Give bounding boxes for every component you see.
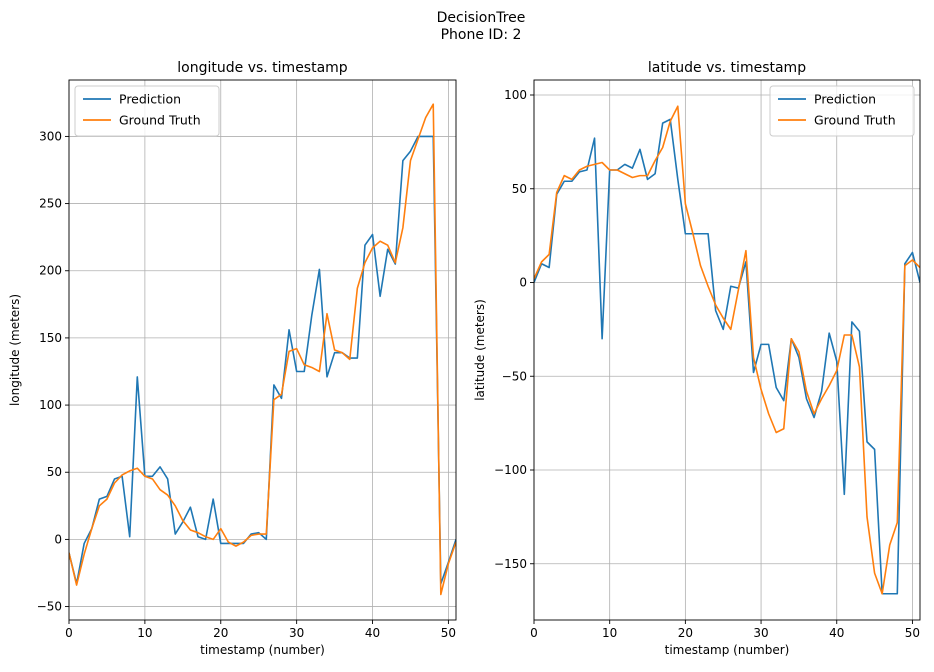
x-tick-label: 30 <box>753 626 768 640</box>
latitude-chart: 0 10 20 30 40 50 −150 −100 −50 0 50 100 latitude vs.… <box>473 60 921 657</box>
plot-frame <box>68 79 457 621</box>
x-tick-label: 40 <box>829 626 844 640</box>
x-tick-label: 20 <box>213 626 228 640</box>
y-axis-label: latitude (meters) <box>473 299 487 401</box>
figure-suptitle-line2: Phone ID: 2 <box>441 27 522 43</box>
legend-label: Prediction <box>814 92 876 107</box>
x-axis-label: timestamp (number) <box>200 643 325 657</box>
legend: Prediction Ground Truth <box>74 85 220 137</box>
chart-title: longitude vs. timestamp <box>177 60 348 76</box>
x-tick-label: 30 <box>289 626 304 640</box>
y-tick-label: 150 <box>39 331 62 345</box>
plot-frame <box>533 79 921 621</box>
x-tick-label: 40 <box>365 626 380 640</box>
longitude-chart: 0 10 20 30 40 50−50050100150200250300longitud… <box>8 60 457 657</box>
y-tick-label: 50 <box>512 182 527 196</box>
y-tick-label: −50 <box>502 369 527 383</box>
y-tick-label: 250 <box>39 197 62 211</box>
legend-label: Prediction <box>119 92 181 107</box>
y-axis-label: longitude (meters) <box>8 294 22 406</box>
y-tick-label: 0 <box>519 276 527 290</box>
series-line-ground-truth <box>69 103 456 596</box>
figure-suptitle-line1: DecisionTree <box>437 10 526 26</box>
y-tick-label: 200 <box>39 264 62 278</box>
legend: Prediction Ground Truth <box>769 85 915 137</box>
y-tick-label: 0 <box>54 532 62 546</box>
y-tick-label: −150 <box>494 557 527 571</box>
y-tick-label: −50 <box>37 600 62 614</box>
x-tick-label: 50 <box>905 626 920 640</box>
x-tick-label: 10 <box>137 626 152 640</box>
x-tick-label: 20 <box>678 626 693 640</box>
x-tick-label: 0 <box>530 626 538 640</box>
x-tick-label: 0 <box>65 626 73 640</box>
series-line-prediction <box>534 118 920 595</box>
y-tick-label: 100 <box>39 398 62 412</box>
legend-label: Ground Truth <box>119 113 201 128</box>
x-tick-label: 10 <box>602 626 617 640</box>
series-line-ground-truth <box>534 105 920 595</box>
y-tick-label: 300 <box>39 129 62 143</box>
series-line-prediction <box>69 135 456 585</box>
y-tick-label: 50 <box>47 465 62 479</box>
chart-title: latitude vs. timestamp <box>648 60 806 76</box>
legend-label: Ground Truth <box>814 113 896 128</box>
y-tick-label: 100 <box>504 88 527 102</box>
x-tick-label: 50 <box>441 626 456 640</box>
x-axis-label: timestamp (number) <box>665 643 790 657</box>
y-tick-label: −100 <box>494 463 527 477</box>
